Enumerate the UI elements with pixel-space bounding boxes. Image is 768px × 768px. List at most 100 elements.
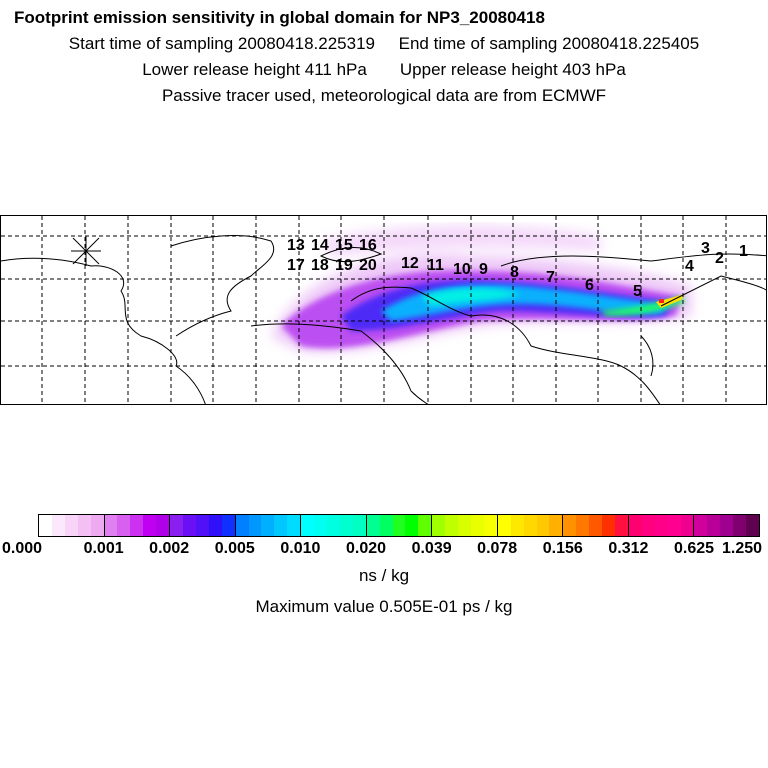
colorbar-swatch: [733, 515, 747, 536]
colorbar-swatch: [287, 515, 301, 536]
colorbar-tick-label: 0.039: [411, 540, 452, 557]
trajectory-label: 2: [715, 250, 724, 267]
colorbar-segment: [170, 515, 236, 536]
colorbar-unit: ns / kg: [358, 566, 410, 585]
trajectory-label: 12: [401, 255, 419, 272]
lower-release-height: Lower release height 411 hPa: [142, 60, 367, 79]
colorbar: [38, 514, 760, 537]
sampling-times: Start time of sampling 20080418.225319 E…: [0, 34, 768, 54]
colorbar-swatch: [261, 515, 275, 536]
colorbar-swatch: [615, 515, 628, 536]
trajectory-label: 8: [510, 264, 519, 281]
trajectory-label: 15: [335, 237, 353, 254]
release-heights: Lower release height 411 hPa Upper relea…: [0, 60, 768, 80]
colorbar-swatch: [352, 515, 366, 536]
plot-title: Footprint emission sensitivity in global…: [14, 8, 545, 27]
sensitivity-field: [271, 225, 691, 352]
colorbar-swatch: [497, 515, 511, 536]
colorbar-swatch: [64, 515, 78, 536]
grid-lines: [1, 216, 766, 404]
colorbar-swatch: [156, 515, 170, 536]
colorbar-segment: [497, 515, 564, 536]
colorbar-swatch: [339, 515, 353, 536]
colorbar-swatch: [235, 515, 249, 536]
trajectory-label: 3: [701, 240, 710, 257]
tracer-note: Passive tracer used, meteorological data…: [161, 86, 607, 105]
colorbar-swatch: [274, 515, 288, 536]
maximum-value: Maximum value 0.505E-01 ps / kg: [255, 597, 513, 616]
trajectory-label: 9: [479, 261, 488, 278]
colorbar-swatch: [602, 515, 615, 536]
colorbar-swatch: [379, 515, 393, 536]
colorbar-swatch: [51, 515, 65, 536]
colorbar-tick-label: 0.312: [608, 540, 649, 557]
colorbar-swatch: [536, 515, 550, 536]
colorbar-swatch: [195, 515, 209, 536]
colorbar-segment: [104, 515, 171, 536]
colorbar-swatch: [720, 515, 734, 536]
colorbar-swatch: [707, 515, 721, 536]
colorbar-swatch: [458, 515, 471, 536]
colorbar-tick-label: 0.002: [149, 540, 190, 557]
colorbar-segment: [366, 515, 433, 536]
colorbar-segment: [301, 515, 367, 536]
trajectory-label: 5: [633, 283, 642, 300]
trajectory-label: 14: [311, 237, 329, 254]
colorbar-tick-label: 0.010: [280, 540, 321, 557]
trajectory-label: 4: [685, 258, 694, 275]
colorbar-segment: [39, 515, 105, 536]
colorbar-swatch: [208, 515, 222, 536]
colorbar-tick-label: 0.000: [1, 540, 43, 557]
colorbar-swatch: [392, 515, 406, 536]
colorbar-swatch: [667, 515, 681, 536]
release-location-marker: [71, 236, 101, 266]
colorbar-swatch: [248, 515, 262, 536]
colorbar-swatch: [301, 515, 315, 536]
colorbar-swatch: [432, 515, 446, 536]
colorbar-swatch: [523, 515, 537, 536]
colorbar-swatch: [445, 515, 459, 536]
colorbar-swatch: [143, 515, 157, 536]
colorbar-swatch: [170, 515, 183, 536]
colorbar-swatch: [221, 515, 235, 536]
trajectory-label: 7: [546, 269, 555, 286]
trajectory-label: 13: [287, 237, 305, 254]
colorbar-segment: [235, 515, 302, 536]
trajectory-label: 17: [287, 257, 305, 274]
colorbar-swatch: [654, 515, 668, 536]
colorbar-swatch: [104, 515, 118, 536]
colorbar-swatch: [471, 515, 484, 536]
colorbar-swatch: [405, 515, 419, 536]
upper-release-height: Upper release height 403 hPa: [399, 60, 626, 79]
trajectory-label: 1: [739, 243, 748, 260]
colorbar-tick-label: 0.078: [477, 540, 518, 557]
colorbar-swatch: [549, 515, 563, 536]
colorbar-swatch: [90, 515, 104, 536]
colorbar-swatch: [117, 515, 131, 536]
colorbar-swatch: [680, 515, 694, 536]
colorbar-segment: [563, 515, 629, 536]
trajectory-label: 10: [453, 261, 471, 278]
colorbar-swatch: [183, 515, 196, 536]
colorbar-swatch: [130, 515, 144, 536]
colorbar-segment: [694, 515, 759, 536]
colorbar-swatch: [576, 515, 590, 536]
trajectory-label: 20: [359, 257, 377, 274]
colorbar-swatch: [366, 515, 380, 536]
trajectory-label: 18: [311, 257, 329, 274]
colorbar-swatch: [39, 515, 52, 536]
colorbar-swatch: [694, 515, 708, 536]
colorbar-tick-label: 0.001: [83, 540, 124, 557]
colorbar-tick-label: 1.250: [721, 540, 763, 557]
colorbar-swatch: [589, 515, 603, 536]
trajectory-label: 19: [335, 257, 353, 274]
colorbar-tick-label: 0.156: [542, 540, 583, 557]
colorbar-swatch: [510, 515, 524, 536]
colorbar-swatch: [77, 515, 91, 536]
colorbar-swatch: [641, 515, 655, 536]
colorbar-swatch: [628, 515, 642, 536]
start-time: Start time of sampling 20080418.225319: [68, 34, 376, 53]
footprint-map: 1 2 3 4 5 6 7 8 9 10 11 12 13 14 15 16 17 18 19 20: [0, 215, 767, 405]
